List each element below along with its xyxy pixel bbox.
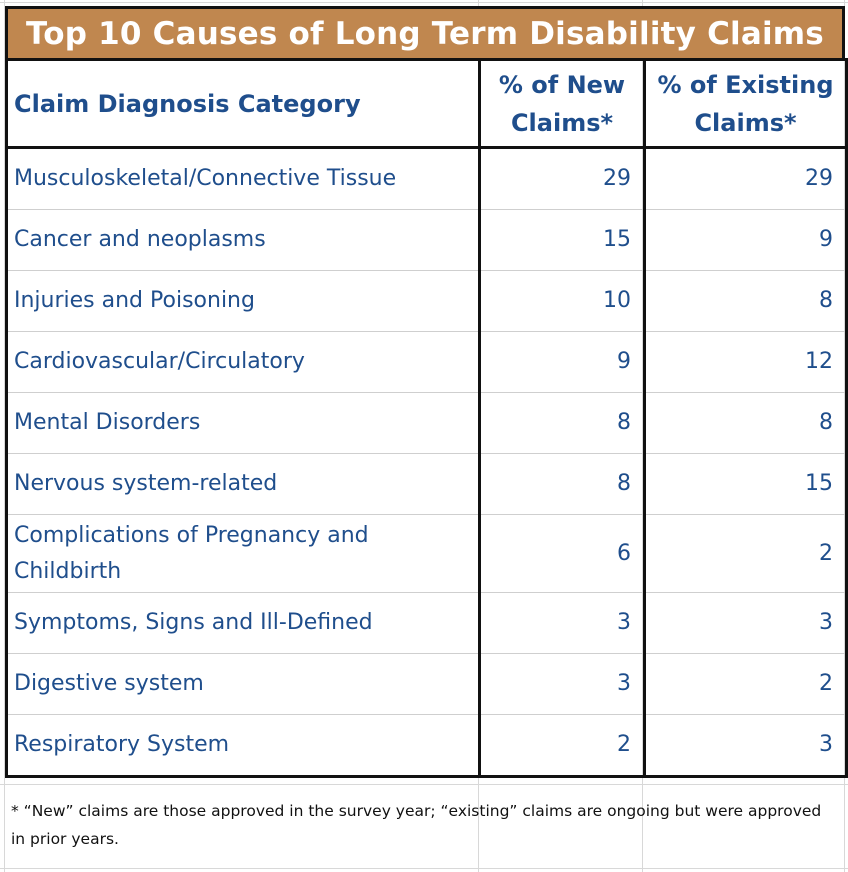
table-row: Injuries and Poisoning 10 8 [5,270,848,332]
table-row: Mental Disorders 8 8 [5,392,848,454]
table-row: Respiratory System 2 3 [5,714,848,778]
column-header-category: Claim Diagnosis Category [5,58,481,149]
gridline-vertical [4,0,5,872]
cell-existing-claims: 3 [643,592,848,654]
cell-existing-claims: 9 [643,209,848,271]
column-header-new-claims: % of New Claims* [478,58,646,149]
table-row: Complications of Pregnancy and Childbirt… [5,514,848,593]
cell-new-claims: 3 [478,653,646,715]
cell-new-claims: 2 [478,714,646,778]
table-row: Symptoms, Signs and Ill-Defined 3 3 [5,592,848,654]
cell-category: Nervous system-related [5,453,481,515]
cell-existing-claims: 8 [643,270,848,332]
cell-category: Mental Disorders [5,392,481,454]
cell-new-claims: 6 [478,514,646,593]
cell-new-claims: 15 [478,209,646,271]
cell-new-claims: 8 [478,392,646,454]
cell-existing-claims: 15 [643,453,848,515]
table-row: Cardiovascular/Circulatory 9 12 [5,331,848,393]
cell-existing-claims: 3 [643,714,848,778]
cell-existing-claims: 8 [643,392,848,454]
cell-new-claims: 9 [478,331,646,393]
cell-category: Respiratory System [5,714,481,778]
header-row: Claim Diagnosis Category % of New Claims… [5,58,848,149]
cell-existing-claims: 29 [643,146,848,210]
cell-new-claims: 3 [478,592,646,654]
gridline-horizontal [0,868,848,869]
cell-category: Injuries and Poisoning [5,270,481,332]
table-body: Musculoskeletal/Connective Tissue 29 29 Can… [5,146,848,778]
cell-existing-claims: 2 [643,653,848,715]
cell-existing-claims: 2 [643,514,848,593]
footnote: * “New” claims are those approved in the… [11,802,822,848]
cell-category: Cancer and neoplasms [5,209,481,271]
table-row: Digestive system 3 2 [5,653,848,715]
cell-category: Cardiovascular/Circulatory [5,331,481,393]
cell-category: Symptoms, Signs and Ill-Defined [5,592,481,654]
table-row: Nervous system-related 8 15 [5,453,848,515]
gridline-horizontal [0,2,848,3]
cell-new-claims: 10 [478,270,646,332]
table-title: Top 10 Causes of Long Term Disability Cl… [5,6,845,61]
cell-new-claims: 29 [478,146,646,210]
cell-category: Digestive system [5,653,481,715]
column-header-existing-claims: % of Existing Claims* [643,58,848,149]
disability-claims-table: Claim Diagnosis Category % of New Claims… [5,58,848,778]
cell-category: Complications of Pregnancy and Childbirt… [5,514,481,593]
table-row: Musculoskeletal/Connective Tissue 29 29 [5,146,848,210]
cell-existing-claims: 12 [643,331,848,393]
cell-category: Musculoskeletal/Connective Tissue [5,146,481,210]
gridline-horizontal [0,784,848,785]
cell-new-claims: 8 [478,453,646,515]
table-row: Cancer and neoplasms 15 9 [5,209,848,271]
